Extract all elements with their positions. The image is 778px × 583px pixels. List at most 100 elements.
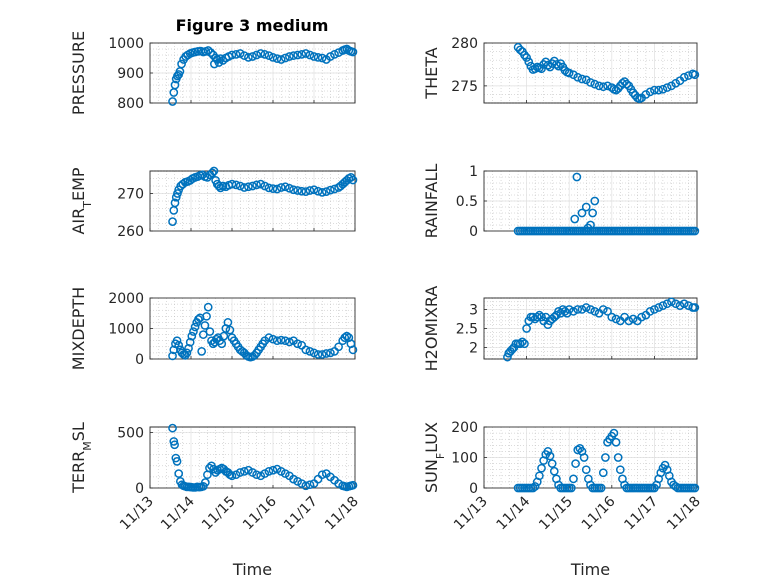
data-point xyxy=(235,468,245,477)
data-point xyxy=(305,186,315,195)
x-tick-label: 11/17 xyxy=(281,494,321,534)
data-point xyxy=(170,440,179,450)
data-point xyxy=(309,348,319,358)
y-tick-label: 280 xyxy=(451,36,478,52)
data-point xyxy=(268,465,278,475)
data-point xyxy=(305,347,315,356)
x-tick-label: 11/13 xyxy=(117,494,157,534)
data-point xyxy=(662,299,672,309)
data-point xyxy=(197,347,207,356)
y-axis-label: RAINFALL xyxy=(422,164,441,239)
axes-frame xyxy=(149,170,356,232)
data-point xyxy=(209,166,219,176)
data-point xyxy=(235,181,245,191)
x-tick-label: 11/18 xyxy=(322,494,362,534)
data-point xyxy=(321,187,331,196)
data-point xyxy=(297,50,307,59)
x-tick-label: 11/14 xyxy=(158,493,198,533)
data-point xyxy=(285,183,294,193)
data-point xyxy=(554,61,563,71)
data-point xyxy=(650,305,659,314)
x-tick-label: 11/13 xyxy=(451,494,491,534)
data-point xyxy=(564,305,574,314)
y-tick-label: 1000 xyxy=(108,322,144,338)
y-tick-label: 0.5 xyxy=(456,194,478,210)
data-point xyxy=(280,53,290,63)
y-tick-label: 270 xyxy=(117,187,144,203)
data-point xyxy=(641,90,651,99)
data-point xyxy=(590,196,600,206)
data-point xyxy=(530,64,540,74)
data-point xyxy=(276,55,286,64)
data-point xyxy=(573,305,583,314)
y-tick-label: 0 xyxy=(469,224,478,240)
data-point xyxy=(280,336,290,346)
data-point xyxy=(260,181,270,191)
x-tick-label: 11/18 xyxy=(664,494,704,534)
data-point xyxy=(223,318,233,327)
data-point xyxy=(573,72,583,82)
data-point xyxy=(177,59,186,69)
data-point xyxy=(268,184,278,193)
data-point xyxy=(203,302,213,312)
data-point xyxy=(679,299,689,309)
data-point xyxy=(348,175,358,185)
data-point xyxy=(313,350,323,359)
data-point xyxy=(637,312,646,322)
data-point xyxy=(252,470,261,480)
data-point xyxy=(189,327,198,336)
y-tick-label: 500 xyxy=(117,426,144,442)
data-point xyxy=(321,349,331,358)
data-point xyxy=(239,467,249,476)
data-point xyxy=(231,50,241,59)
data-point xyxy=(264,51,274,60)
data-point xyxy=(588,208,597,218)
data-point xyxy=(611,314,621,324)
data-point xyxy=(628,314,638,324)
data-point xyxy=(334,342,343,352)
data-point xyxy=(239,51,249,60)
y-axis-label: PRESSURE xyxy=(69,31,88,115)
data-point xyxy=(613,453,623,462)
data-point xyxy=(543,447,553,456)
data-point xyxy=(535,471,544,481)
data-point xyxy=(293,50,302,60)
data-point xyxy=(256,49,266,58)
data-point xyxy=(598,82,608,92)
y-tick-label: 3 xyxy=(469,302,478,318)
data-point xyxy=(577,305,587,314)
data-point xyxy=(174,469,184,478)
data-point xyxy=(515,339,525,349)
data-point xyxy=(313,186,323,196)
data-point xyxy=(301,49,311,58)
data-point xyxy=(252,180,261,190)
data-point xyxy=(309,52,319,61)
data-point xyxy=(205,463,214,473)
data-point xyxy=(581,465,591,475)
data-point xyxy=(280,182,290,192)
data-point xyxy=(227,50,237,60)
data-point xyxy=(206,48,216,57)
data-point xyxy=(675,301,685,310)
data-point xyxy=(571,459,580,468)
data-point xyxy=(577,74,587,84)
data-point xyxy=(200,321,210,330)
y-axis-label: SUNFLUX xyxy=(422,422,447,493)
axes-box xyxy=(149,426,356,489)
data-point xyxy=(581,75,591,85)
data-point xyxy=(239,183,249,192)
data-point xyxy=(326,185,335,195)
data-point xyxy=(326,348,335,358)
data-point xyxy=(572,172,582,182)
data-point xyxy=(256,179,266,189)
data-point xyxy=(554,306,563,316)
data-point xyxy=(560,306,570,316)
data-point xyxy=(205,327,215,336)
data-point xyxy=(252,50,261,60)
data-point xyxy=(581,202,591,212)
data-point xyxy=(173,71,182,81)
subplot-sun-flux: 0 100 200 11/13 11/14 11/15 11/16 11/17 11/18 Tim… xyxy=(422,420,704,579)
data-point xyxy=(289,51,298,60)
data-point xyxy=(598,468,608,478)
